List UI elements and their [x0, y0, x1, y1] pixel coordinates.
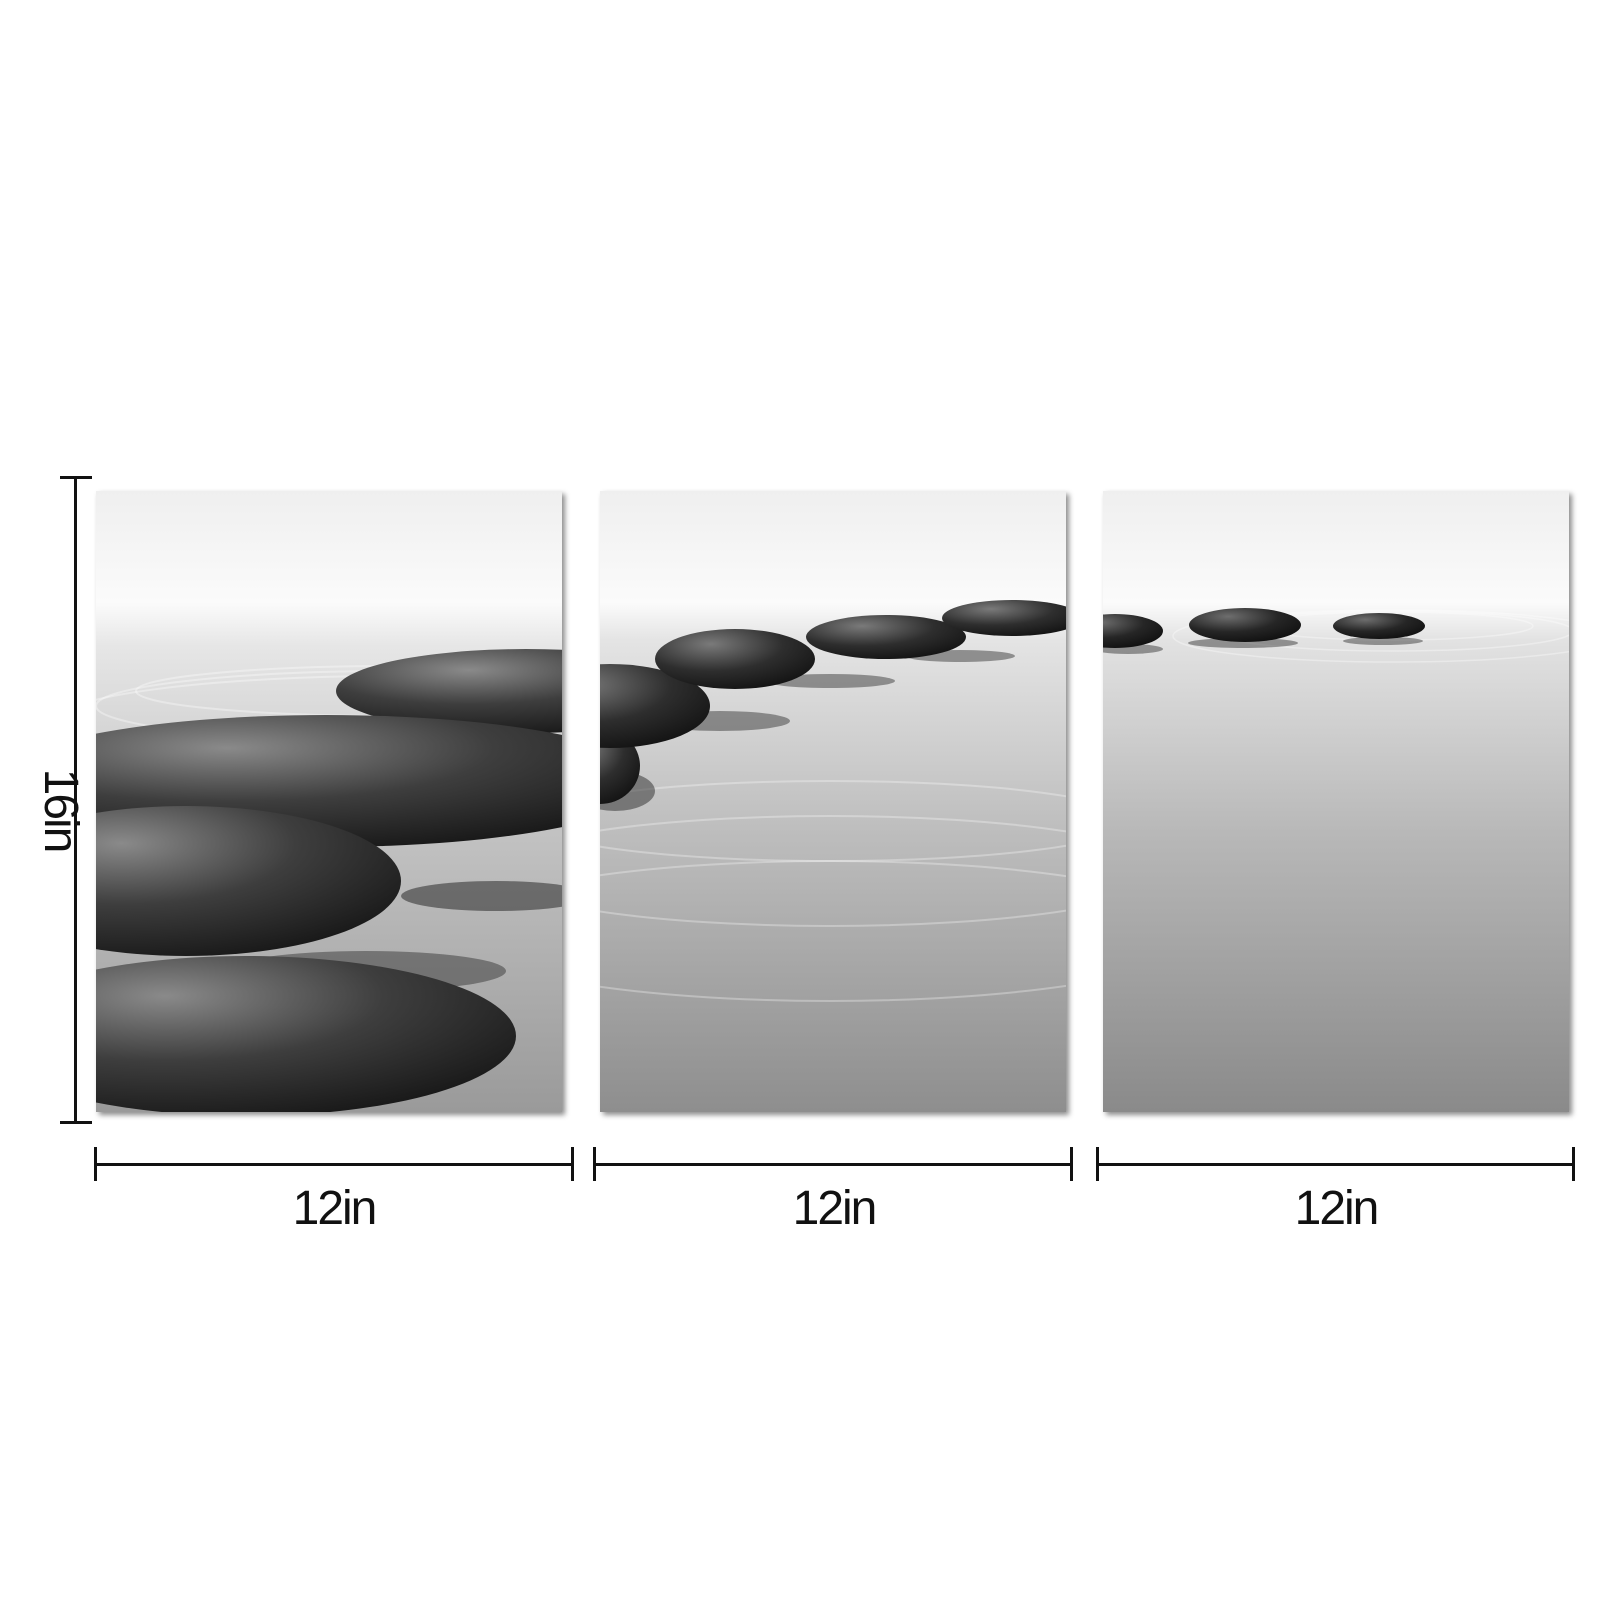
stone [806, 615, 966, 659]
middle-panel-width-label: 12in [792, 1182, 878, 1235]
stone [96, 806, 401, 956]
width-dimension-line-left [95, 1163, 573, 1166]
width-dimension-line-middle [593, 1163, 1072, 1166]
stone [600, 664, 710, 748]
height-dimension-bottom-tick [60, 1121, 92, 1124]
right-panel [1103, 491, 1569, 1112]
width-dimension-tick [1572, 1147, 1575, 1181]
width-dimension-tick [593, 1147, 596, 1181]
width-dimension-line-right [1096, 1163, 1574, 1166]
right-panel-artwork [1103, 491, 1569, 1112]
stone [1103, 614, 1163, 648]
stone [336, 649, 562, 733]
height-label: 16in [34, 768, 87, 852]
stone [655, 629, 815, 689]
left-panel [96, 491, 562, 1112]
stone [942, 600, 1066, 636]
width-dimension-tick [571, 1147, 574, 1181]
width-dimension-tick [1096, 1147, 1099, 1181]
height-dimension-line [74, 476, 77, 1123]
stone [1189, 608, 1301, 642]
width-dimension-tick [1070, 1147, 1073, 1181]
middle-panel-artwork [600, 491, 1066, 1112]
stone [96, 956, 516, 1112]
right-panel-width-label: 12in [1294, 1182, 1380, 1235]
left-panel-width-label: 12in [292, 1182, 378, 1235]
left-panel-artwork [96, 491, 562, 1112]
width-dimension-tick [94, 1147, 97, 1181]
middle-panel [600, 491, 1066, 1112]
stone [1333, 613, 1425, 639]
height-dimension-top-tick [60, 476, 92, 479]
